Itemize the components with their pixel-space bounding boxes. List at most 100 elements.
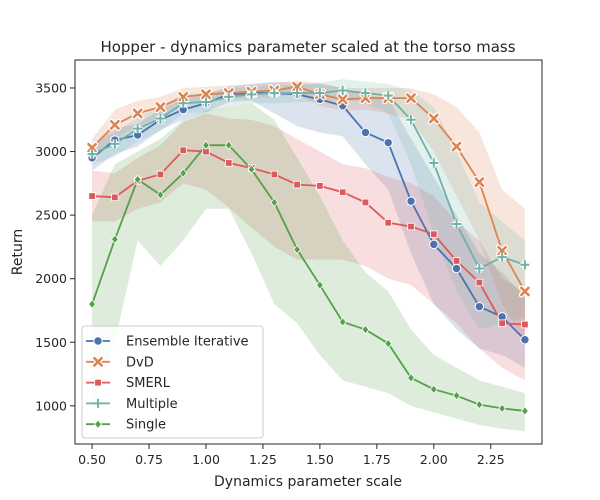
point-single bbox=[338, 317, 347, 327]
point-smerl bbox=[156, 170, 165, 179]
point-multiple bbox=[452, 219, 462, 229]
point-single bbox=[384, 338, 393, 349]
point-dvd bbox=[496, 244, 509, 257]
band-multiple bbox=[92, 79, 525, 330]
point-dvd bbox=[427, 112, 440, 125]
point-multiple bbox=[520, 260, 530, 270]
point-ensemble-iterative bbox=[383, 137, 393, 148]
point-single bbox=[202, 140, 210, 151]
point-single bbox=[293, 244, 302, 255]
point-dvd bbox=[518, 285, 532, 298]
point-dvd bbox=[199, 88, 213, 101]
point-smerl bbox=[521, 320, 529, 329]
point-multiple bbox=[269, 88, 279, 98]
point-single bbox=[179, 168, 188, 179]
point-dvd bbox=[359, 92, 372, 105]
point-multiple bbox=[110, 139, 120, 149]
point-smerl bbox=[270, 170, 279, 179]
point-smerl bbox=[407, 222, 415, 231]
legend-marker bbox=[93, 336, 103, 346]
legend-box bbox=[81, 325, 264, 439]
y-tick-label: 3500 bbox=[35, 80, 67, 95]
point-single bbox=[315, 280, 324, 290]
legend-label: Single bbox=[126, 418, 166, 433]
point-single bbox=[88, 299, 97, 309]
plot-area-frame bbox=[74, 59, 543, 445]
point-ensemble-iterative bbox=[474, 301, 485, 312]
point-single bbox=[361, 324, 370, 335]
point-single bbox=[133, 174, 142, 185]
point-single bbox=[498, 403, 507, 414]
band-smerl bbox=[92, 113, 525, 381]
point-single bbox=[270, 197, 279, 208]
x-tick-label: 1.25 bbox=[249, 452, 277, 467]
point-single bbox=[156, 189, 165, 200]
point-smerl bbox=[111, 193, 119, 202]
line-single bbox=[91, 144, 526, 412]
point-smerl bbox=[293, 180, 301, 189]
point-dvd bbox=[291, 80, 304, 93]
legend-item-smerl: SMERL bbox=[86, 376, 171, 391]
point-multiple bbox=[383, 91, 393, 101]
legend-marker bbox=[91, 355, 105, 368]
point-multiple bbox=[201, 97, 211, 107]
point-smerl bbox=[338, 188, 347, 196]
point-multiple bbox=[406, 115, 416, 125]
point-dvd bbox=[473, 175, 486, 189]
point-smerl bbox=[179, 146, 187, 154]
point-smerl bbox=[430, 230, 438, 238]
legend-item-ensemble-iterative: Ensemble Iterative bbox=[86, 335, 249, 350]
point-ensemble-iterative bbox=[429, 239, 439, 250]
legend-label: DvD bbox=[126, 355, 154, 370]
point-single bbox=[247, 164, 256, 175]
x-axis-ticks: 0.50 0.75 1.00 1.25 1.50 1.75 2.00 2.25 bbox=[78, 444, 505, 467]
point-ensemble-iterative bbox=[520, 335, 530, 345]
chart-legend: Ensemble Iterative DvD SMERL Multiple Single bbox=[81, 325, 264, 439]
point-smerl bbox=[316, 182, 324, 190]
point-multiple bbox=[247, 89, 257, 99]
point-smerl bbox=[498, 319, 506, 327]
x-tick-label: 1.50 bbox=[306, 452, 334, 467]
point-multiple bbox=[133, 124, 143, 134]
point-single bbox=[429, 384, 438, 395]
legend-marker bbox=[94, 378, 102, 387]
y-axis-label: Return bbox=[10, 229, 26, 275]
legend-label: Multiple bbox=[126, 397, 178, 412]
x-axis-label: Dynamics parameter scale bbox=[214, 474, 402, 490]
point-smerl bbox=[225, 159, 233, 167]
point-dvd bbox=[450, 140, 463, 153]
point-multiple bbox=[292, 88, 302, 98]
line-multiple bbox=[91, 89, 526, 270]
point-multiple bbox=[315, 88, 325, 98]
y-tick-label: 1000 bbox=[35, 398, 67, 413]
point-multiple bbox=[338, 86, 348, 96]
y-tick-label: 2500 bbox=[35, 208, 67, 223]
line-smerl bbox=[92, 149, 525, 326]
y-tick-label: 2000 bbox=[35, 271, 67, 286]
legend-item-dvd: DvD bbox=[86, 355, 154, 370]
point-smerl bbox=[452, 257, 461, 265]
series-markers bbox=[85, 80, 532, 416]
legend-label: Ensemble Iterative bbox=[126, 335, 249, 350]
x-tick-label: 1.75 bbox=[363, 452, 391, 467]
point-multiple bbox=[87, 149, 97, 159]
chart-title: Hopper - dynamics parameter scaled at th… bbox=[100, 38, 515, 56]
point-dvd bbox=[108, 118, 121, 131]
x-tick-label: 0.50 bbox=[78, 452, 106, 467]
legend-label: SMERL bbox=[126, 376, 171, 391]
x-tick-label: 2.25 bbox=[477, 452, 505, 467]
point-single bbox=[452, 390, 461, 401]
point-multiple bbox=[224, 92, 234, 102]
x-tick-label: 1.00 bbox=[192, 452, 220, 467]
point-single bbox=[407, 373, 415, 383]
point-smerl bbox=[361, 198, 370, 207]
point-dvd bbox=[131, 107, 144, 120]
point-smerl bbox=[88, 192, 96, 200]
point-ensemble-iterative bbox=[406, 196, 416, 206]
point-dvd bbox=[404, 92, 418, 105]
legend-marker bbox=[93, 398, 103, 408]
x-tick-label: 0.75 bbox=[135, 452, 163, 467]
point-dvd bbox=[177, 90, 190, 103]
legend-item-multiple: Multiple bbox=[86, 397, 178, 412]
